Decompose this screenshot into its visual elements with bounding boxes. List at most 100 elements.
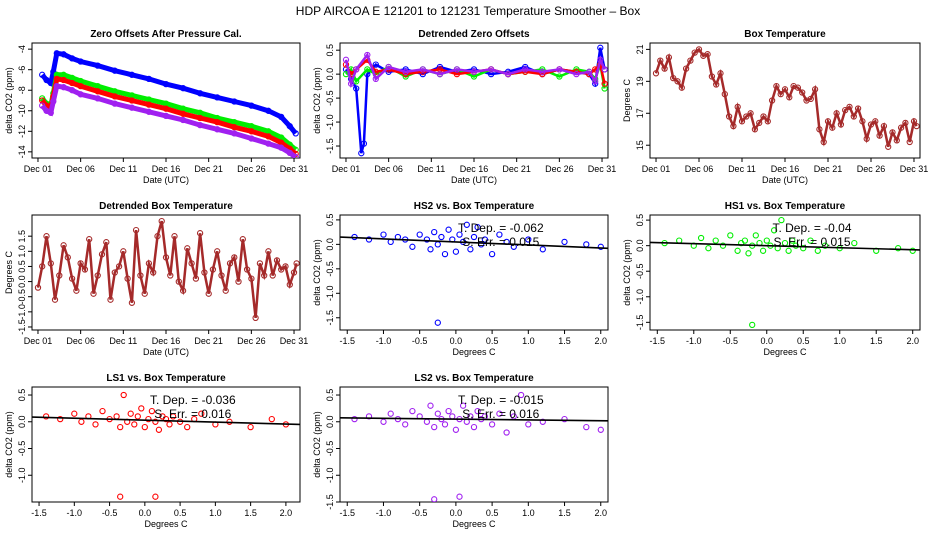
y-tick-label: 0.0 xyxy=(325,238,335,251)
data-point xyxy=(674,78,681,85)
plot-data xyxy=(340,221,608,326)
data-point xyxy=(730,122,737,130)
data-point xyxy=(859,118,866,125)
figure-title: HDP AIRCOA E 121201 to 121231 Temperatur… xyxy=(296,4,640,18)
x-axis-label: Date (UTC) xyxy=(143,175,189,185)
x-tick-label: Dec 31 xyxy=(280,336,309,346)
y-axis-label: delta CO2 (ppm) xyxy=(4,411,14,478)
data-point xyxy=(231,130,238,137)
series-line xyxy=(345,59,606,89)
x-tick-label: 1.0 xyxy=(833,336,846,346)
data-point xyxy=(94,88,101,95)
data-point xyxy=(727,232,734,239)
data-point xyxy=(265,140,272,147)
data-point xyxy=(179,287,187,294)
data-point xyxy=(785,247,792,254)
data-point xyxy=(278,113,285,121)
data-point xyxy=(889,129,896,136)
data-point xyxy=(77,58,84,65)
data-point xyxy=(214,94,221,101)
data-point xyxy=(463,221,470,228)
y-tick-label: 1.0 xyxy=(17,245,27,258)
y-tick-label: -10 xyxy=(17,104,27,117)
data-point xyxy=(419,66,426,73)
data-point xyxy=(131,421,138,428)
data-point xyxy=(525,421,532,428)
data-point xyxy=(231,98,238,105)
data-point xyxy=(248,128,255,135)
data-point xyxy=(248,135,255,142)
data-point xyxy=(115,263,123,270)
x-tick-label: -0.5 xyxy=(102,508,118,518)
data-point xyxy=(752,232,759,239)
data-point xyxy=(222,287,229,294)
data-point xyxy=(292,130,299,137)
data-point xyxy=(365,236,373,243)
data-point xyxy=(704,51,711,58)
y-tick-label: -1.5 xyxy=(325,138,335,154)
x-axis-label: Date (UTC) xyxy=(143,347,189,357)
data-point xyxy=(50,98,57,105)
y-tick-label: -0.5 xyxy=(17,441,27,457)
y-tick-label: -0.5 xyxy=(17,289,27,305)
data-point xyxy=(387,238,394,246)
temp-dependence-annotation: T. Dep. = -0.036 xyxy=(150,393,236,407)
data-point xyxy=(445,407,452,415)
data-point xyxy=(522,66,529,73)
plot-title: Detrended Zero Offsets xyxy=(418,29,530,40)
y-axis-label: delta CO2 (ppm) xyxy=(4,67,14,134)
data-point xyxy=(132,226,140,234)
data-point xyxy=(111,93,118,100)
x-axis-label: Degrees C xyxy=(452,519,496,529)
data-point xyxy=(539,418,546,425)
series-line xyxy=(344,47,606,154)
y-tick-label: -1.0 xyxy=(325,286,335,302)
data-point xyxy=(885,143,892,150)
data-point xyxy=(705,245,712,252)
data-point xyxy=(682,65,690,72)
data-point xyxy=(60,242,67,249)
data-point xyxy=(98,251,106,258)
data-point xyxy=(68,55,76,62)
data-point xyxy=(198,410,205,417)
data-point xyxy=(286,281,293,288)
data-point xyxy=(763,237,770,244)
x-tick-label: 0.5 xyxy=(797,336,810,346)
data-point xyxy=(863,135,870,142)
data-point xyxy=(127,410,134,417)
x-tick-label: Dec 01 xyxy=(24,164,53,174)
data-point xyxy=(807,95,814,103)
data-point xyxy=(292,153,299,158)
data-point xyxy=(717,70,724,77)
plot-frame xyxy=(31,386,301,503)
data-point xyxy=(893,137,900,144)
data-point xyxy=(539,246,546,253)
x-tick-label: Dec 06 xyxy=(66,336,95,346)
x-tick-label: Dec 31 xyxy=(280,164,309,174)
data-point xyxy=(597,426,604,433)
data-point xyxy=(597,44,604,51)
data-point xyxy=(265,248,272,255)
x-tick-label: Dec 11 xyxy=(417,164,445,174)
data-point xyxy=(909,247,916,254)
data-point xyxy=(141,290,148,297)
x-tick-label: -1.5 xyxy=(31,508,47,518)
data-point xyxy=(760,113,767,120)
data-point xyxy=(894,245,902,252)
data-point xyxy=(773,82,780,90)
x-tick-label: 0.0 xyxy=(450,508,463,518)
data-point xyxy=(409,407,416,415)
plot-data xyxy=(652,46,920,150)
y-axis-label: delta CO2 (ppm) xyxy=(312,67,322,134)
data-point xyxy=(47,260,54,267)
data-point xyxy=(583,241,590,248)
data-point xyxy=(807,237,814,244)
plot-frame xyxy=(339,42,609,159)
data-point xyxy=(128,71,136,78)
data-point xyxy=(678,84,685,91)
regression-line xyxy=(32,416,300,426)
temp-dependence-annotation: T. Dep. = -0.062 xyxy=(458,221,544,235)
data-point xyxy=(687,57,694,64)
data-point xyxy=(231,254,238,261)
data-point xyxy=(770,227,778,234)
